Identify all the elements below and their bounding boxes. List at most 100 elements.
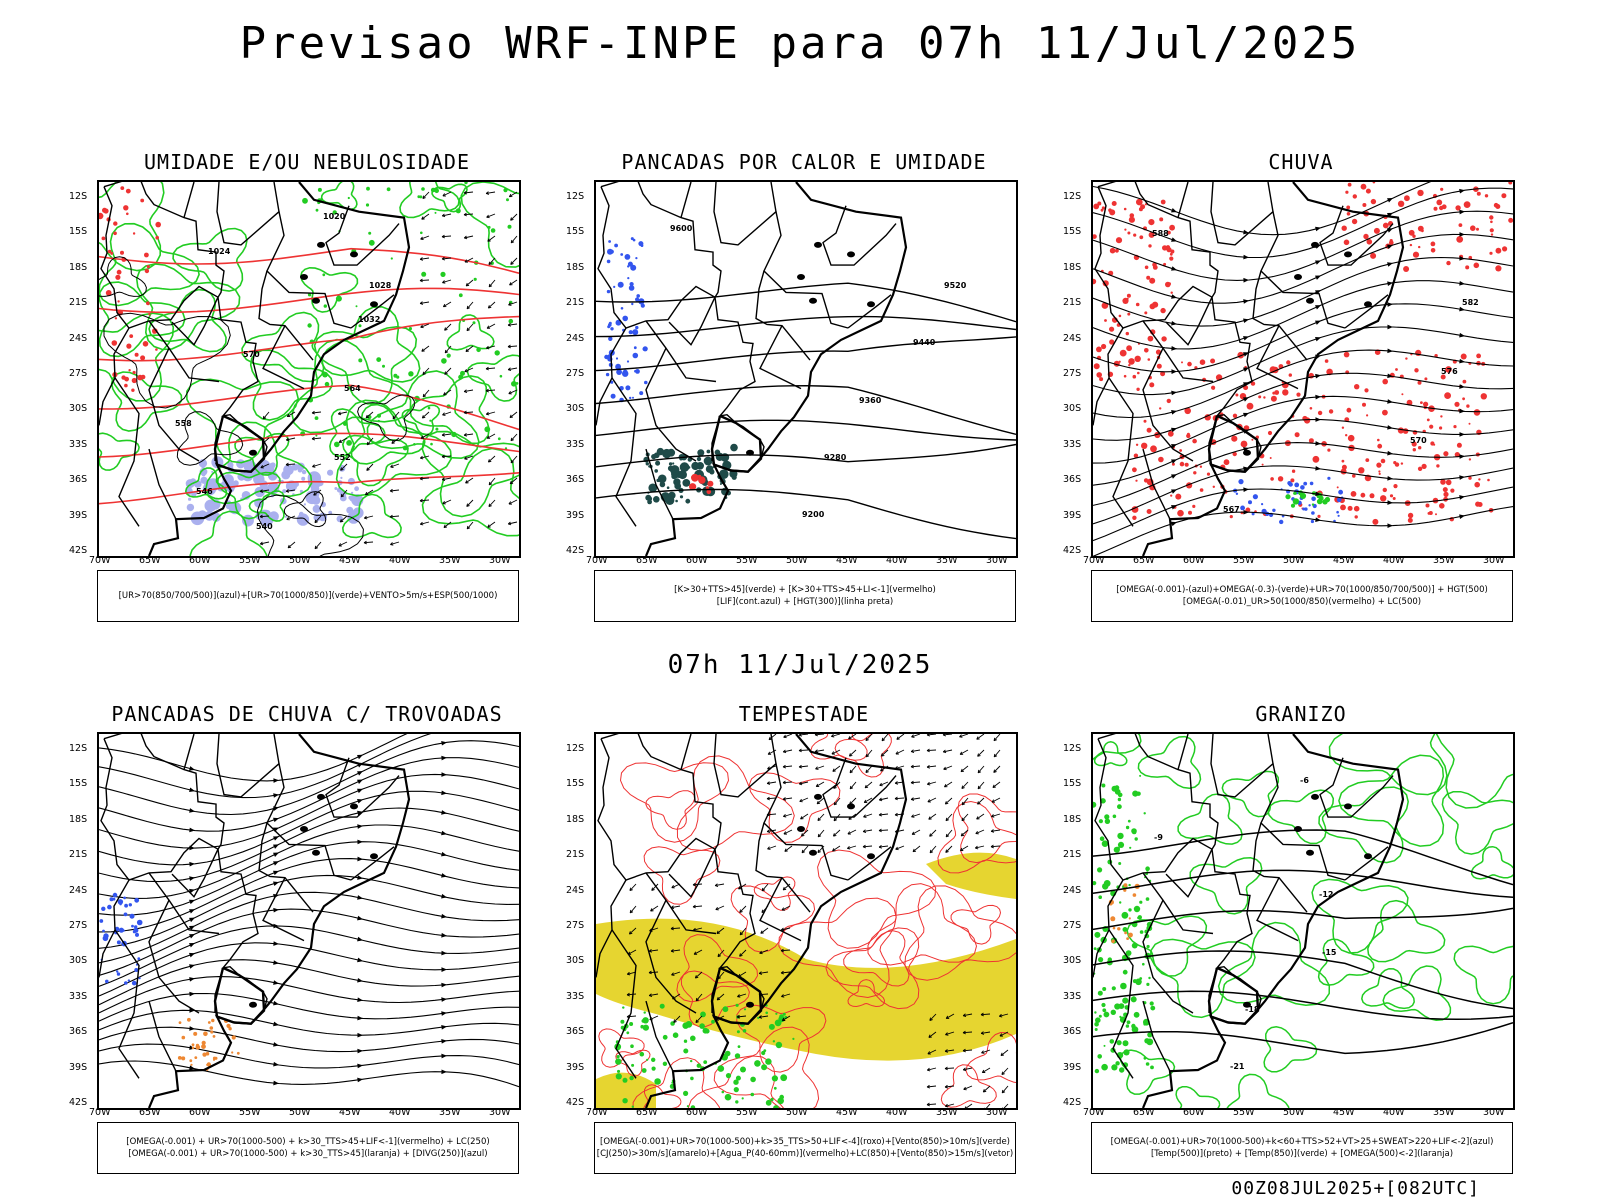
shaded-area [1131,942,1138,949]
shaded-area [1407,512,1414,519]
wind-vector-head [959,847,964,852]
wind-vector-head [832,833,837,837]
shaded-area [1122,997,1129,1004]
wind-vector [340,489,348,498]
wind-vector [487,235,496,242]
lat-tick-label: 33S [69,438,88,450]
wind-vector [419,499,430,502]
contour-line [1093,1021,1513,1055]
shaded-area [782,1012,786,1016]
wind-vector-head [311,436,315,441]
shaded-area [1400,462,1404,465]
wind-vector [895,749,905,755]
panel-legend: [UR>70(850/700/500)](azul)+[UR>70(1000/8… [97,570,519,622]
shaded-area [631,1105,634,1108]
wind-vector [993,765,1001,773]
state-border [596,879,627,978]
contour-line [596,282,1016,323]
streamline-arrow [1315,491,1321,497]
streamline-arrow [1171,237,1177,242]
shaded-area [1430,248,1436,253]
shaded-area [1133,233,1137,237]
shaded-area [307,293,312,297]
streamline [1093,372,1513,441]
wind-vector-head [262,415,267,420]
lon-tick-label: 40W [1383,1107,1405,1118]
wind-vector [833,781,841,789]
page-subtitle: 07h 11/Jul/2025 [667,650,933,680]
shaded-area [1117,804,1122,810]
shaded-area [231,1035,236,1040]
shaded-area [1165,245,1171,250]
shaded-area [140,374,146,380]
wind-vector-head [782,764,786,769]
page-title: Previsao WRF-INPE para 07h 11/Jul/2025 [239,18,1361,69]
wind-vector [627,971,637,975]
shaded-area [1093,947,1097,950]
coastline [1141,182,1405,556]
shaded-area [312,504,321,513]
shaded-area [1395,368,1398,371]
state-border [114,377,140,527]
wind-vector-head [981,1050,985,1054]
wind-vector-head [783,734,787,739]
shaded-area [368,231,372,235]
wind-vector [717,971,725,980]
streamline-arrow [357,799,363,804]
wind-vector-head [847,831,851,835]
shaded-area [1093,363,1100,370]
shaded-area [259,480,268,489]
state-border [171,848,219,898]
shaded-area [1122,927,1128,932]
wind-vector-head [942,734,946,737]
shaded-area [1345,434,1348,437]
state-border [100,186,219,329]
shaded-area [209,1026,214,1030]
wind-vector [441,235,452,238]
state-border [713,182,777,246]
contour-line [598,1028,645,1068]
wind-vector-head [389,488,394,493]
shaded-area [645,462,649,466]
wind-vector [340,463,348,471]
lake-marker [867,853,875,860]
wind-vector-head [879,782,883,787]
shaded-area [109,897,114,902]
shaded-area [1101,1002,1106,1008]
wind-vector-head [976,816,980,820]
shaded-area [1108,208,1112,212]
shaded-area [340,476,343,479]
wind-vector-head [466,305,471,310]
wind-vector [963,1085,973,1090]
lat-tick-label: 21S [69,297,88,309]
shaded-area [1417,466,1423,471]
streamline-arrow [441,1024,447,1030]
contour-line [341,493,402,539]
shaded-area [1098,957,1104,963]
shaded-area [1232,413,1238,418]
panel-legend: [OMEGA(-0.001)+UR>70(1000-500)+k<60+TTS>… [1091,1122,1513,1174]
state-border [1177,734,1189,770]
wind-vector-head [959,751,964,755]
shaded-area [636,294,640,298]
streamline-arrow [357,875,363,880]
wind-vector [814,734,825,736]
contour-line [184,467,228,500]
lat-tick-label: 33S [1063,990,1082,1002]
streamline-arrow [189,766,195,771]
shaded-area [1405,357,1408,360]
wind-vector [929,1013,937,1021]
shaded-area [1098,819,1103,824]
wind-vector-head [488,481,493,486]
legend-line: [Temp(500)](preto) + [Temp(850)](verde) … [1150,1149,1454,1159]
wind-vector-head [695,1019,699,1024]
shaded-area [1480,393,1487,400]
shaded-area [1132,979,1137,984]
state-border [611,377,637,527]
wind-vector [759,971,769,974]
shaded-area [1095,1017,1101,1023]
shaded-area [1240,505,1245,511]
streamline [99,807,519,883]
shaded-area [140,198,145,203]
lon-tick-label: 45W [836,1107,858,1118]
